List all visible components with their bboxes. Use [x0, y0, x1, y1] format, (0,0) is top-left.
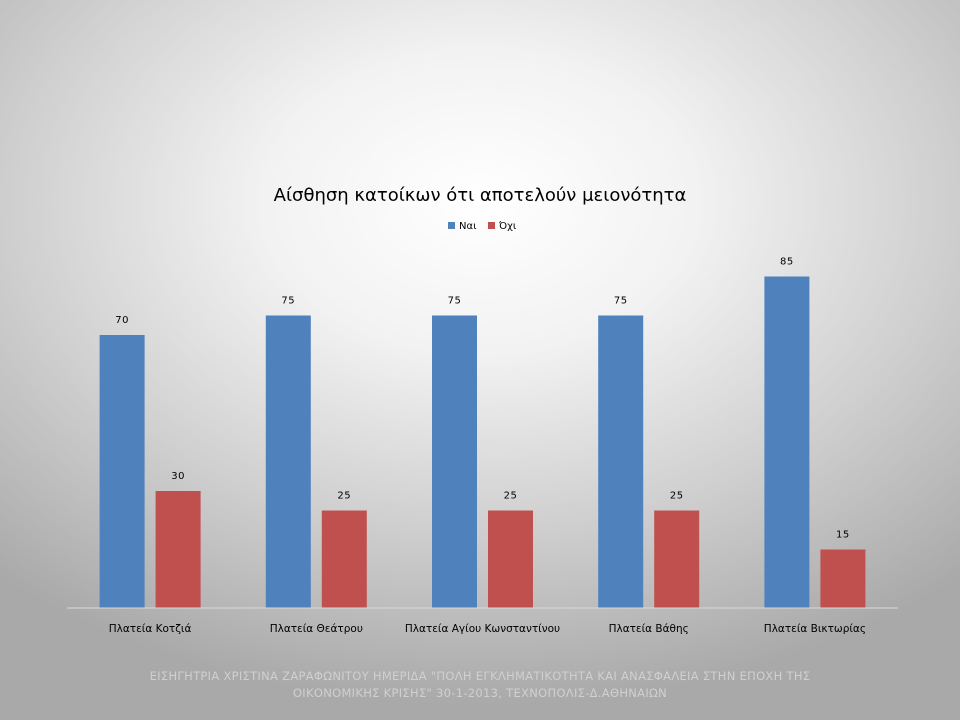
data-labels: 70 30 75 25 75 25 75 25 85 15: [115, 257, 850, 541]
bar-όχι-2: [321, 510, 367, 608]
bar-ναι-5: [764, 276, 810, 608]
footer-line-2: ΟΙΚΟΝΟΜΙΚΗΣ ΚΡΙΣΗΣ" 30-1-2013, ΤΕΧΝΟΠΟΛΙ…: [292, 686, 668, 700]
legend-label-ναι: Ναι: [459, 221, 477, 232]
data-label-ναι-1: 70: [115, 315, 129, 326]
footer-caption: ΕΙΣΗΓΗΤΡΙΑ ΧΡΙΣΤΙΝΑ ΖΑΡΑΦΩΝΙΤΟΥ ΗΜΕΡΙΔΑ …: [60, 668, 900, 702]
data-label-ναι-3: 75: [448, 296, 462, 307]
bar-όχι-5: [820, 549, 866, 608]
bars: [99, 276, 866, 608]
footer-line-1: ΕΙΣΗΓΗΤΡΙΑ ΧΡΙΣΤΙΝΑ ΖΑΡΑΦΩΝΙΤΟΥ ΗΜΕΡΙΔΑ …: [149, 669, 811, 683]
x-tick-label-3: Πλατεία Αγίου Κωνσταντίνου: [405, 623, 560, 635]
legend: Ναι Όχι: [448, 220, 517, 232]
x-tick-label-5: Πλατεία Βικτωρίας: [764, 623, 866, 635]
data-label-ναι-2: 75: [281, 296, 295, 307]
data-label-ναι-5: 85: [780, 257, 794, 268]
bar-ναι-1: [99, 335, 145, 608]
legend-swatch-ναι: [448, 222, 455, 229]
x-tick-label-1: Πλατεία Κοτζιά: [109, 623, 192, 635]
bar-όχι-3: [488, 510, 533, 608]
bar-ναι-3: [432, 315, 477, 608]
bar-ναι-4: [598, 315, 644, 608]
x-axis-tick-labels: Πλατεία Κοτζιά Πλατεία Θεάτρου Πλατεία Αγί…: [109, 623, 866, 635]
data-label-όχι-5: 15: [836, 530, 850, 541]
bar-ναι-2: [265, 315, 311, 608]
legend-label-όχι: Όχι: [498, 220, 517, 232]
data-label-όχι-4: 25: [670, 491, 684, 502]
bar-όχι-1: [155, 491, 201, 608]
data-label-όχι-3: 25: [504, 491, 518, 502]
chart-title: Αίσθηση κατοίκων ότι αποτελούν μειονότητ…: [274, 185, 687, 206]
data-label-ναι-4: 75: [614, 296, 628, 307]
bar-όχι-4: [654, 510, 700, 608]
legend-swatch-όχι: [488, 222, 495, 229]
x-tick-label-2: Πλατεία Θεάτρου: [270, 623, 363, 635]
data-label-όχι-2: 25: [337, 491, 351, 502]
data-label-όχι-1: 30: [171, 471, 185, 482]
x-tick-label-4: Πλατεία Βάθης: [609, 623, 689, 635]
